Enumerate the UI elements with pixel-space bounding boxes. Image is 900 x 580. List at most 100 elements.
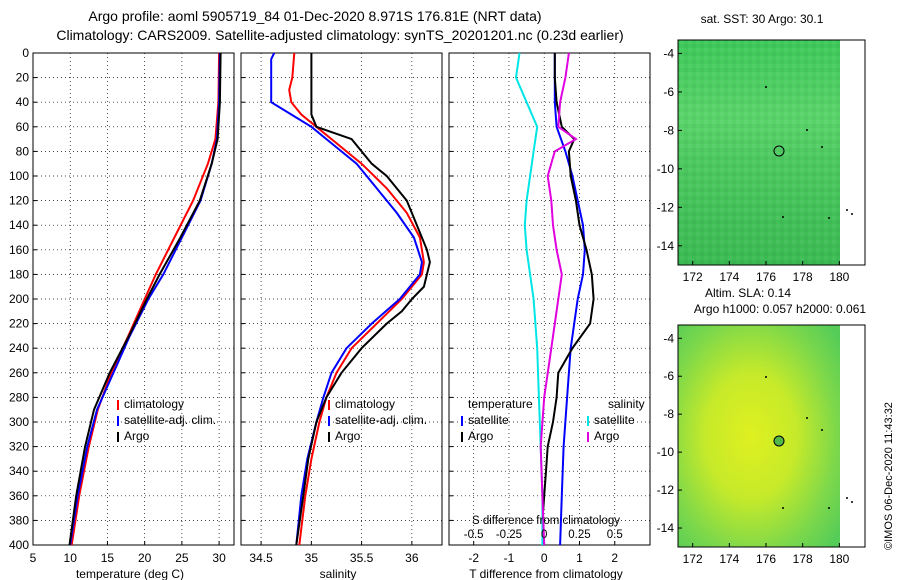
- credit: ©IMOS 06-Dec-2020 11:43:32: [883, 402, 895, 550]
- x-tick-label: 36: [405, 551, 419, 565]
- x-tick-label: 25: [175, 551, 189, 565]
- map-x-tick-label: 172: [683, 270, 703, 284]
- y-tick-label: 400: [9, 538, 29, 552]
- sst-map-title: sat. SST: 30 Argo: 30.1: [701, 12, 824, 26]
- x-tick-label: 30: [212, 551, 226, 565]
- x-tick-label: 0: [541, 551, 548, 565]
- y-tick-label: 120: [9, 194, 29, 208]
- y-tick-label: 20: [16, 71, 30, 85]
- map-x-tick-label: 178: [793, 552, 813, 566]
- map-y-tick-label: -14: [657, 239, 675, 253]
- legend-satellite-adj: satellite-adj. clim.: [124, 413, 216, 427]
- y-tick-label: 160: [9, 243, 29, 257]
- legend-climatology: climatology: [124, 397, 184, 411]
- map-y-tick-label: -6: [663, 85, 674, 99]
- sla-map-title2: Argo h1000: 0.057 h2000: 0.061: [694, 302, 866, 316]
- map-y-tick-label: -12: [657, 483, 675, 497]
- map-y-tick-label: -12: [657, 200, 675, 214]
- series-line-argo: [68, 52, 222, 546]
- salinity-legend: climatology satellite-adj. clim. Argo: [328, 397, 427, 443]
- sla-map: Altim. SLA: 0.14 Argo h1000: 0.057 h2000…: [657, 286, 867, 566]
- legend-argo: Argo: [124, 429, 150, 443]
- sla-argo-marker: [773, 435, 785, 447]
- legend-salinity-title: salinity: [608, 397, 645, 411]
- difference-legend: temperature salinity satellite Argo sate…: [461, 397, 645, 443]
- y-tick-label: 280: [9, 390, 29, 404]
- map-y-tick-label: -4: [663, 46, 674, 60]
- sst-argo-marker: [773, 145, 785, 157]
- t-diff-xlabel: T difference from climatology: [469, 567, 623, 580]
- legend-temperature-title: temperature: [468, 397, 533, 411]
- y-tick-label: 140: [9, 218, 29, 232]
- map-x-tick-label: 176: [756, 270, 776, 284]
- x-tick-label: 10: [64, 551, 78, 565]
- y-tick-label: 180: [9, 267, 29, 281]
- y-tick-label: 100: [9, 169, 29, 183]
- x-tick-label: 2: [611, 551, 618, 565]
- sst-island-dots: [765, 86, 853, 219]
- s-tick-label: 0.5: [607, 529, 623, 541]
- y-tick-label: 260: [9, 366, 29, 380]
- series-line-climatology: [70, 52, 221, 546]
- x-tick-label: 5: [30, 551, 37, 565]
- difference-panel: -2 -1 0 1 2 S difference from climatology -0…: [448, 52, 651, 580]
- legend-t-satellite: satellite: [468, 413, 509, 427]
- temperature-xlabel: temperature (deg C): [76, 567, 184, 580]
- y-tick-label: 240: [9, 341, 29, 355]
- x-tick-label: 35.5: [350, 551, 374, 565]
- map-y-tick-label: -6: [663, 369, 674, 383]
- map-y-tick-label: -14: [657, 521, 675, 535]
- x-tick-label: 15: [101, 551, 115, 565]
- y-tick-label: 60: [16, 120, 30, 134]
- sla-island-dots: [765, 376, 853, 509]
- y-tick-label: 380: [9, 513, 29, 527]
- y-tick-label: 360: [9, 489, 29, 503]
- map-y-tick-label: -10: [657, 162, 675, 176]
- map-y-tick-label: -10: [657, 445, 675, 459]
- s-tick-label: -0.25: [496, 529, 522, 541]
- map-x-tick-label: 174: [719, 552, 739, 566]
- sla-map-title1: Altim. SLA: 0.14: [705, 286, 791, 300]
- x-tick-label: 20: [138, 551, 152, 565]
- legend-climatology-2: climatology: [335, 397, 395, 411]
- salinity-xlabel: salinity: [320, 567, 357, 580]
- series-line-s-satellite: [514, 52, 544, 545]
- y-tick-label: 200: [9, 292, 29, 306]
- legend-t-argo: Argo: [468, 429, 494, 443]
- x-tick-label: 1: [576, 551, 583, 565]
- map-x-tick-label: 176: [756, 552, 776, 566]
- s-tick-label: 0: [541, 529, 547, 541]
- s-tick-label: 0.25: [568, 529, 590, 541]
- legend-argo-2: Argo: [335, 429, 361, 443]
- series-line-satellite-adj-clim-: [270, 52, 423, 546]
- map-x-tick-label: 180: [829, 552, 849, 566]
- y-tick-label: 300: [9, 415, 29, 429]
- header-line2: Climatology: CARS2009. Satellite-adjuste…: [56, 27, 623, 43]
- legend-satellite-adj-2: satellite-adj. clim.: [335, 413, 427, 427]
- x-tick-label: 35: [305, 551, 319, 565]
- temperature-panel: 5 10 15 20 25 30 0 20 40 60 80 100 120 140 160 180 200 2…: [9, 46, 235, 580]
- salinity-panel: 34.5 35 35.5 36 salinity climatology satell…: [240, 52, 443, 580]
- map-y-tick-label: -8: [663, 123, 674, 137]
- x-tick-label: -2: [468, 551, 479, 565]
- sst-map: sat. SST: 30 Argo: 30.1 172 174 176 178 180 -…: [657, 12, 866, 284]
- y-tick-label: 220: [9, 317, 29, 331]
- map-x-tick-label: 174: [719, 270, 739, 284]
- x-tick-label: 34.5: [249, 551, 273, 565]
- s-tick-label: -0.5: [464, 529, 484, 541]
- x-tick-label: -1: [504, 551, 515, 565]
- y-tick-label: 340: [9, 464, 29, 478]
- map-y-tick-label: -4: [663, 331, 674, 345]
- y-tick-label: 0: [22, 46, 29, 60]
- map-x-tick-label: 178: [793, 270, 813, 284]
- series-line-s-argo: [539, 52, 578, 546]
- map-y-tick-label: -8: [663, 407, 674, 421]
- legend-s-satellite: satellite: [594, 413, 635, 427]
- s-diff-title: S difference from climatology: [472, 515, 620, 527]
- y-tick-label: 40: [16, 95, 30, 109]
- map-x-tick-label: 172: [683, 552, 703, 566]
- temperature-legend: climatology satellite-adj. clim. Argo: [117, 397, 216, 443]
- y-tick-label: 80: [16, 144, 30, 158]
- series-line-argo: [295, 53, 431, 546]
